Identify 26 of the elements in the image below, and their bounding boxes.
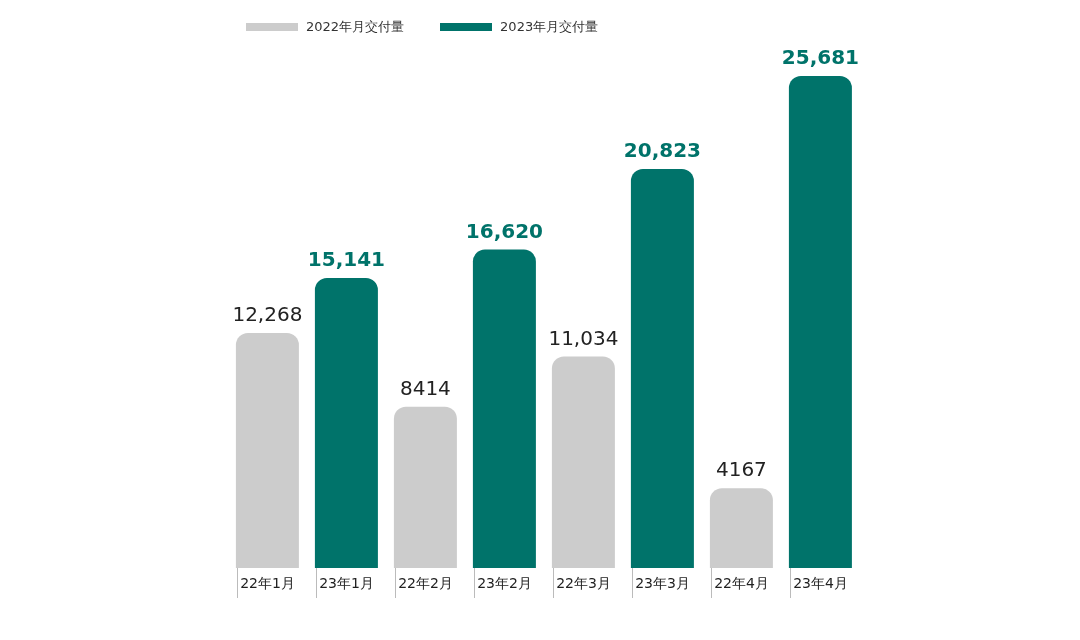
x-tick-label: 22年4月 [714, 575, 769, 591]
bar [551, 356, 615, 568]
data-label: 20,823 [623, 138, 701, 163]
data-label: 11,034 [548, 325, 619, 350]
data-label: 8414 [399, 375, 451, 400]
data-label: 12,268 [232, 301, 303, 326]
data-label: 4167 [715, 457, 767, 482]
legend-label: 2023年月交付量 [500, 18, 599, 36]
x-tick-label: 23年1月 [319, 575, 374, 591]
x-tick-label: 23年3月 [635, 575, 690, 591]
bar [235, 332, 299, 568]
x-tick-label: 23年2月 [477, 575, 532, 591]
bar [393, 406, 457, 568]
bar [472, 249, 536, 568]
bar [630, 169, 694, 568]
x-tick-label: 22年2月 [398, 575, 453, 591]
x-tick-label: 23年4月 [793, 575, 848, 591]
legend-label: 2022年月交付量 [306, 18, 405, 36]
data-label: 15,141 [307, 246, 385, 271]
bar [788, 76, 852, 568]
data-label: 16,620 [465, 218, 543, 243]
x-tick-label: 22年3月 [556, 575, 611, 591]
data-label: 25,681 [781, 45, 859, 69]
x-tick-label: 22年1月 [240, 575, 295, 591]
bar [314, 277, 378, 568]
bar [709, 488, 773, 568]
